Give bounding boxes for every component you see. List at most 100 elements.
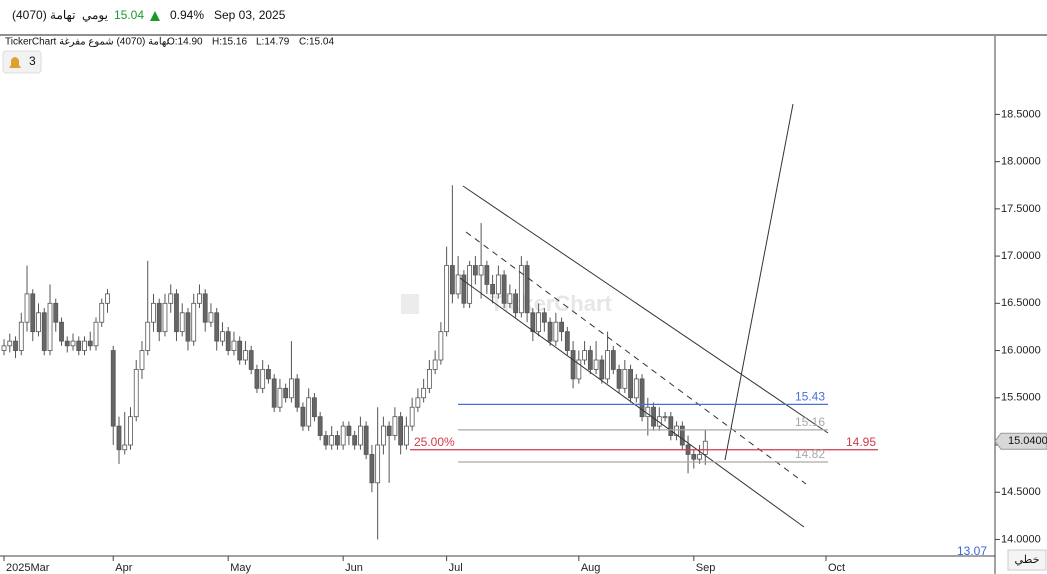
candle-body	[478, 265, 484, 276]
chart-type-button[interactable]	[1007, 549, 1047, 571]
last-price-tag	[994, 432, 1047, 450]
candle-body	[490, 284, 496, 295]
candle-body	[312, 397, 317, 418]
candle-body	[70, 340, 76, 347]
candle-body	[541, 312, 547, 323]
candle-body	[237, 340, 243, 361]
candle-body	[156, 302, 162, 333]
y-tick-label: 16.0000	[1001, 344, 1041, 356]
up-arrow	[150, 11, 160, 21]
candle-body	[346, 425, 352, 436]
watermark-logo	[401, 294, 419, 314]
candle-body	[24, 293, 30, 323]
candle-body	[329, 435, 335, 446]
candle-body	[559, 321, 564, 333]
candle-body	[76, 340, 82, 351]
candle-body	[248, 350, 254, 370]
date: Sep 03, 2025	[214, 8, 286, 22]
candle-body	[438, 331, 444, 361]
x-tick-label: May	[230, 562, 251, 574]
candle-body	[105, 293, 110, 304]
x-tick-label: 2025Mar	[6, 562, 50, 574]
alerts-count: 3	[29, 54, 36, 68]
candle-body	[674, 425, 679, 436]
channel-upper	[462, 185, 829, 434]
candle-body	[260, 369, 266, 389]
candle-body	[306, 397, 312, 427]
candle-body	[455, 274, 461, 295]
candle-body	[277, 387, 283, 408]
candle-body	[197, 293, 202, 304]
candle-body	[518, 265, 524, 314]
candle-body	[553, 321, 559, 342]
candle-body	[380, 425, 386, 446]
candle-body	[41, 312, 47, 351]
candle-body	[110, 350, 116, 427]
candle-body	[133, 369, 139, 418]
candle-body	[444, 265, 450, 333]
y-tick-label: 16.5000	[1001, 297, 1041, 309]
candle-body	[179, 312, 185, 333]
candle-body	[633, 378, 639, 399]
candle-body	[139, 350, 145, 370]
candle-body	[409, 406, 415, 427]
candle-body	[668, 416, 674, 436]
candle-body	[449, 265, 455, 295]
candle-body	[47, 302, 53, 351]
candle-body	[639, 378, 645, 418]
y-tick-label: 14.0000	[1001, 533, 1041, 545]
x-tick-label: Apr	[115, 562, 132, 574]
candle-body	[283, 387, 289, 399]
level-label: 15.43	[795, 390, 825, 404]
level-note: 25.00%	[414, 435, 455, 449]
candle-body	[375, 444, 381, 484]
candle-body	[254, 369, 260, 389]
candle-body	[145, 321, 151, 351]
candle-body	[691, 454, 697, 460]
y-tick-label: 18.5000	[1001, 108, 1041, 120]
candle-body	[536, 312, 541, 333]
candle-body	[358, 425, 363, 446]
candle-body	[352, 435, 358, 446]
y-tick-label: 14.5000	[1001, 486, 1041, 498]
candle-body	[128, 416, 133, 446]
y-tick-label: 15.5000	[1001, 392, 1041, 404]
candle-body	[300, 406, 306, 427]
candle-body	[484, 265, 490, 285]
candle-body	[564, 331, 570, 351]
candle-body	[702, 440, 708, 455]
candle-body	[547, 321, 553, 342]
candle-body	[495, 274, 501, 295]
candle-body	[501, 274, 507, 304]
candle-body	[421, 387, 427, 399]
chart-info: TickerChart تهامة (4070) شموع مفرغة	[5, 37, 170, 48]
candle-body	[610, 350, 616, 370]
candle-body	[403, 425, 409, 446]
channel-middle	[465, 231, 807, 485]
candle-body	[53, 302, 59, 323]
plot	[1, 185, 708, 540]
candle-body	[461, 274, 467, 304]
candle-body	[220, 331, 225, 342]
candle-body	[82, 340, 87, 351]
trend-line	[724, 103, 794, 461]
candle-body	[289, 378, 294, 399]
y-tick-label: 17.0000	[1001, 250, 1041, 262]
candle-body	[570, 350, 576, 380]
x-tick-label: Oct	[828, 562, 845, 574]
candle-body	[266, 369, 271, 380]
candle-body	[231, 340, 237, 351]
y-tick-label: 17.5000	[1001, 203, 1041, 215]
candle-body	[605, 350, 610, 380]
level-label: 15.16	[795, 415, 825, 429]
candle-body	[472, 265, 478, 276]
candle-body	[64, 340, 70, 347]
x-tick-label: Jul	[449, 562, 463, 574]
level-label: 14.82	[795, 447, 825, 461]
x-tick-label: Sep	[696, 562, 716, 574]
candle-body	[323, 435, 329, 446]
candle-body	[294, 378, 300, 408]
candle-body	[513, 293, 519, 314]
